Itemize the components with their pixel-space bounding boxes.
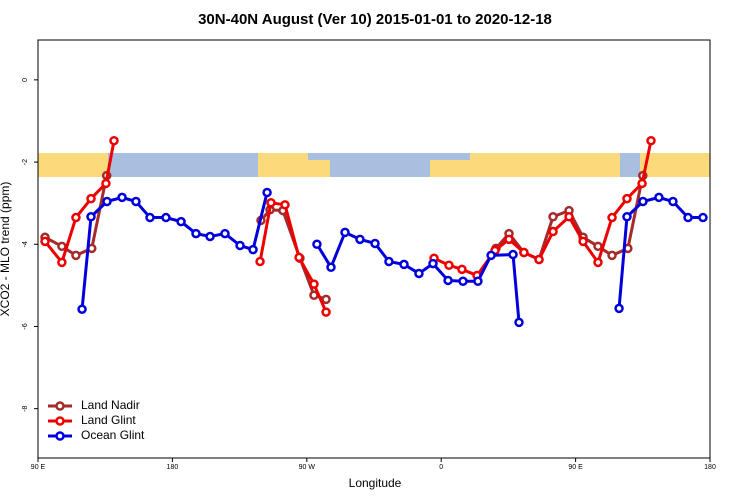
y-tick-label: -8 xyxy=(22,405,29,411)
data-point xyxy=(205,231,215,242)
data-point xyxy=(57,241,67,252)
data-point xyxy=(607,250,617,261)
data-point xyxy=(262,187,272,198)
data-point xyxy=(457,264,467,275)
data-point xyxy=(321,307,331,317)
x-tick-label: 180 xyxy=(704,464,716,471)
data-point xyxy=(548,226,558,237)
data-point xyxy=(548,211,558,222)
data-point xyxy=(109,135,119,146)
data-point xyxy=(668,196,678,207)
data-point xyxy=(646,135,656,146)
data-point xyxy=(578,236,588,247)
data-point xyxy=(622,211,632,222)
data-point xyxy=(86,193,96,204)
data-point xyxy=(607,212,617,223)
data-point xyxy=(86,211,96,222)
data-point xyxy=(683,212,693,223)
data-point xyxy=(57,257,67,268)
x-axis-label: Longitude xyxy=(349,476,402,490)
data-point xyxy=(220,228,230,239)
data-point xyxy=(255,256,265,267)
data-point xyxy=(321,294,331,305)
data-point xyxy=(638,196,648,207)
data-point xyxy=(473,276,483,287)
y-tick-label: -4 xyxy=(22,241,29,247)
data-point xyxy=(355,234,365,245)
data-point xyxy=(564,211,574,222)
data-point xyxy=(77,304,87,314)
data-point xyxy=(309,279,319,289)
data-point xyxy=(614,303,624,314)
x-tick-label: 0 xyxy=(439,464,443,471)
data-point xyxy=(637,178,647,189)
legend-label: Land Glint xyxy=(81,413,136,427)
x-tick-label: 90 E xyxy=(568,464,583,471)
data-point xyxy=(71,250,81,261)
data-point xyxy=(101,178,111,189)
series-line xyxy=(258,201,328,313)
data-point xyxy=(508,249,518,260)
data-point xyxy=(191,228,201,239)
legend-label: Ocean Glint xyxy=(81,428,145,442)
data-point xyxy=(102,196,112,207)
data-point xyxy=(444,260,454,270)
data-point xyxy=(235,240,245,251)
data-point xyxy=(266,198,276,208)
series-line xyxy=(433,140,653,278)
data-point xyxy=(622,193,632,204)
data-point xyxy=(443,275,453,286)
data-point xyxy=(504,234,514,245)
y-axis-label: XCO2 - MLO trend (ppm) xyxy=(0,182,12,317)
data-point xyxy=(519,247,529,258)
x-tick-label: 90 W xyxy=(299,464,316,471)
chart-title: 30N-40N August (Ver 10) 2015-01-01 to 20… xyxy=(198,11,552,28)
data-point xyxy=(593,241,603,252)
legend-marker xyxy=(55,431,65,441)
series-line xyxy=(80,192,269,310)
data-point xyxy=(698,212,708,223)
data-point xyxy=(340,227,350,238)
world-map-strip xyxy=(38,153,710,177)
data-point xyxy=(312,239,322,250)
legend-marker xyxy=(55,401,65,411)
data-point xyxy=(176,216,186,227)
data-point xyxy=(458,276,468,287)
data-point xyxy=(248,244,258,255)
y-tick-label: -2 xyxy=(22,159,29,165)
data-point xyxy=(161,212,171,223)
data-point xyxy=(145,212,155,223)
data-point xyxy=(40,236,50,247)
data-point xyxy=(593,257,603,268)
data-point xyxy=(534,254,544,265)
x-tick-label: 90 E xyxy=(31,464,46,471)
data-point xyxy=(654,192,664,203)
data-point xyxy=(117,192,127,203)
data-point xyxy=(399,259,409,270)
y-tick-label: -6 xyxy=(22,323,29,329)
data-point xyxy=(131,196,141,207)
data-point xyxy=(514,317,524,328)
data-point xyxy=(326,262,336,273)
data-point xyxy=(486,250,496,261)
data-point xyxy=(71,212,81,223)
data-point xyxy=(280,200,290,210)
plot-frame xyxy=(37,39,711,459)
data-point xyxy=(370,238,380,249)
data-point xyxy=(294,252,304,263)
data-point xyxy=(428,258,438,269)
data-point xyxy=(414,268,424,279)
y-tick-label: 0 xyxy=(22,78,29,82)
data-point xyxy=(384,256,394,267)
legend-marker xyxy=(55,416,65,426)
legend-label: Land Nadir xyxy=(81,398,140,412)
x-tick-label: 180 xyxy=(167,464,179,471)
